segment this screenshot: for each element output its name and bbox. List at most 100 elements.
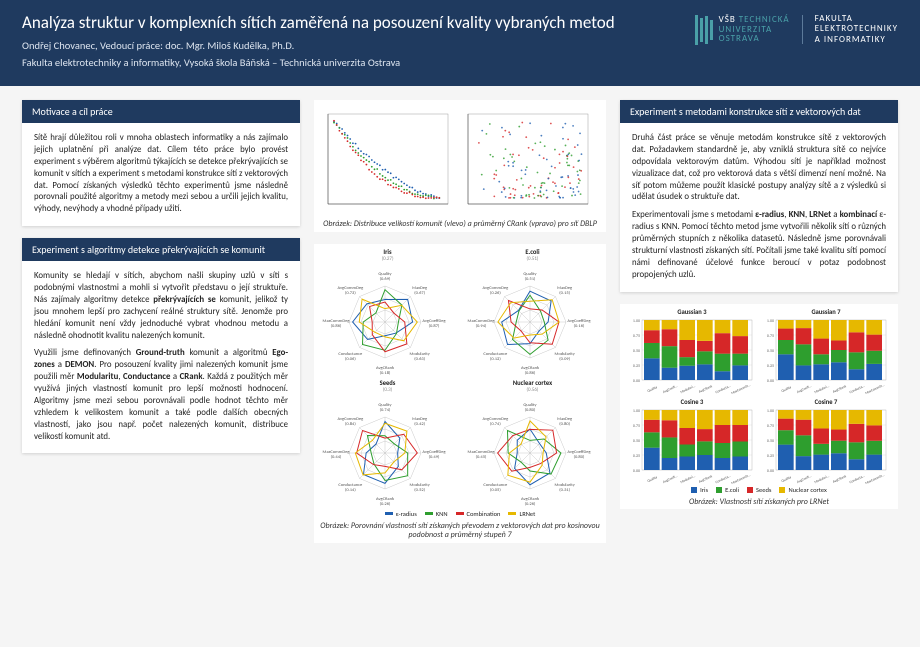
svg-text:(0.06): (0.06) xyxy=(345,356,356,362)
svg-text:0.25: 0.25 xyxy=(633,454,640,459)
logo-text-faculty: FAKULTA ELEKTROTECHNIKY A INFORMATIKY xyxy=(815,14,898,45)
svg-text:(0.74): (0.74) xyxy=(380,407,391,413)
university-logo: VŠB TECHNICKÁ UNIVERZITA OSTRAVA FAKULTA… xyxy=(695,14,898,45)
svg-text:0.75: 0.75 xyxy=(633,334,640,339)
svg-text:0.25: 0.25 xyxy=(767,454,774,459)
svg-text:(0.26): (0.26) xyxy=(490,289,501,295)
box-motivation: Motivace a cíl práce Sítě hrají důležito… xyxy=(22,100,300,226)
svg-text:Modulari…: Modulari… xyxy=(814,473,831,483)
box-exp1-title: Experiment s algoritmy detekce překrývaj… xyxy=(22,238,300,261)
svg-text:(0.80): (0.80) xyxy=(559,420,570,426)
box-exp2-title: Experiment s metodami konstrukce sítí z … xyxy=(620,100,898,123)
bar-panel: Cosine 31.000.750.500.250.00QualityAvgCo… xyxy=(628,398,756,484)
svg-text:AvgCRank: AvgCRank xyxy=(698,474,713,484)
svg-text:(0.80): (0.80) xyxy=(574,454,585,460)
scatter-svg xyxy=(318,106,598,216)
box-motivation-title: Motivace a cíl práce xyxy=(22,100,300,123)
svg-text:(0.09): (0.09) xyxy=(559,356,570,362)
svg-text:MaxCommD…: MaxCommD… xyxy=(865,382,886,393)
box-exp1-body: Komunity se hledají v sítích, abychom na… xyxy=(22,261,300,453)
svg-text:(0.42): (0.42) xyxy=(414,420,425,426)
svg-text:(0.94): (0.94) xyxy=(476,323,487,329)
svg-text:0.00: 0.00 xyxy=(633,469,640,474)
bar-panel: Cosine 71.000.750.500.250.00QualityAvgCo… xyxy=(762,398,890,484)
radar-panel: Nuclear cortex(0.56)Quality(0.80)MaxDeg(… xyxy=(463,379,602,508)
svg-text:1.00: 1.00 xyxy=(767,319,774,324)
right-column: Experiment s metodami konstrukce sítí z … xyxy=(620,100,898,543)
svg-text:0.50: 0.50 xyxy=(767,349,774,354)
radar-panel: E.coli(0.51)Quality(0.51)MaxDeg(0.15)Avg… xyxy=(463,248,602,377)
scatter-charts: Obrázek: Distribuce velikostí komunit (v… xyxy=(314,100,606,232)
svg-text:0.00: 0.00 xyxy=(767,469,774,474)
svg-text:0.00: 0.00 xyxy=(767,379,774,384)
box-exp1-p1: Komunity se hledají v sítích, abychom na… xyxy=(34,271,288,342)
radar-caption: Obrázek: Porovnání vlastností sítí získa… xyxy=(318,522,602,541)
bar-caption: Obrázek: Vlastnosti sítí získaných pro L… xyxy=(622,498,896,508)
svg-text:(0.80): (0.80) xyxy=(525,407,536,413)
svg-text:Modulari…: Modulari… xyxy=(680,383,697,393)
svg-text:(0.16): (0.16) xyxy=(574,323,585,329)
poster-content: Motivace a cíl práce Sítě hrají důležito… xyxy=(0,86,920,557)
svg-text:MaxCommD…: MaxCommD… xyxy=(731,382,752,393)
radar-charts: Iris(0.27)Quality(0.69)MaxDeg(0.67)AvgCo… xyxy=(314,244,606,543)
svg-text:0.50: 0.50 xyxy=(767,439,774,444)
svg-text:0.75: 0.75 xyxy=(767,424,774,429)
svg-text:AvgCRank: AvgCRank xyxy=(832,474,847,484)
svg-text:(0.15): (0.15) xyxy=(559,289,570,295)
svg-text:(0.18): (0.18) xyxy=(380,370,391,376)
svg-text:(0.12): (0.12) xyxy=(490,356,501,362)
svg-text:0.50: 0.50 xyxy=(633,439,640,444)
svg-text:0.25: 0.25 xyxy=(633,364,640,369)
vsb-bars-icon xyxy=(695,15,713,45)
bar-panel: Gaussian 31.000.750.500.250.00QualityAvg… xyxy=(628,308,756,394)
svg-text:(0.73): (0.73) xyxy=(345,289,356,295)
svg-text:(0.14): (0.14) xyxy=(345,487,356,493)
svg-text:Conducta…: Conducta… xyxy=(715,473,732,483)
bar-legend: IrisE.coliSeedsNuclear cortex xyxy=(622,486,896,494)
svg-text:1.00: 1.00 xyxy=(633,319,640,324)
bar-panel: Gaussian 71.000.750.500.250.00QualityAvg… xyxy=(762,308,890,394)
svg-text:1.00: 1.00 xyxy=(633,409,640,414)
svg-text:(0.86): (0.86) xyxy=(331,323,342,329)
box-exp2-body: Druhá část práce se věnuje metodám konst… xyxy=(620,123,898,292)
svg-text:(0.84): (0.84) xyxy=(345,420,356,426)
svg-text:(0.87): (0.87) xyxy=(429,323,440,329)
svg-text:AvgCRank: AvgCRank xyxy=(832,384,847,394)
svg-text:1.00: 1.00 xyxy=(767,409,774,414)
box-motivation-body: Sítě hrají důležitou roli v mnoha oblast… xyxy=(22,123,300,226)
svg-text:(0.31): (0.31) xyxy=(559,487,570,493)
logo-text-vsb: VŠB TECHNICKÁ UNIVERZITA OSTRAVA xyxy=(719,15,803,45)
box-exp1-p2: Využili jsme definovaných Ground-truth k… xyxy=(34,348,288,443)
svg-text:Quality: Quality xyxy=(647,474,659,482)
svg-text:MaxCommD…: MaxCommD… xyxy=(731,472,752,483)
svg-text:Quality: Quality xyxy=(781,384,793,392)
svg-text:Modulari…: Modulari… xyxy=(814,383,831,393)
svg-text:(0.51): (0.51) xyxy=(525,276,536,282)
svg-text:AvgCoeff…: AvgCoeff… xyxy=(662,383,678,393)
left-column: Motivace a cíl práce Sítě hrají důležito… xyxy=(22,100,300,543)
radar-legend: ε-radiusKNNCombinationLRNet xyxy=(318,510,602,518)
svg-text:(0.86): (0.86) xyxy=(525,370,536,376)
svg-text:Conducta…: Conducta… xyxy=(849,383,866,393)
svg-text:(0.49): (0.49) xyxy=(429,454,440,460)
svg-text:MaxCommD…: MaxCommD… xyxy=(865,472,886,483)
radar-panel: Iris(0.27)Quality(0.69)MaxDeg(0.67)AvgCo… xyxy=(318,248,457,377)
svg-text:Quality: Quality xyxy=(647,384,659,392)
svg-text:0.50: 0.50 xyxy=(633,349,640,354)
svg-text:(0.26): (0.26) xyxy=(525,501,536,507)
poster-faculty: Fakulta elektrotechniky a informatiky, V… xyxy=(22,56,898,69)
svg-text:AvgCoeff…: AvgCoeff… xyxy=(796,473,812,483)
box-experiment2: Experiment s metodami konstrukce sítí z … xyxy=(620,100,898,292)
svg-text:Quality: Quality xyxy=(781,474,793,482)
middle-column: Obrázek: Distribuce velikostí komunit (v… xyxy=(314,100,606,543)
svg-text:0.75: 0.75 xyxy=(767,334,774,339)
svg-text:(0.44): (0.44) xyxy=(331,454,342,460)
svg-text:(0.45): (0.45) xyxy=(476,454,487,460)
radar-panel: Seeds(0.3)Quality(0.74)MaxDeg(0.42)AvgCo… xyxy=(318,379,457,508)
svg-text:Conducta…: Conducta… xyxy=(715,383,732,393)
svg-text:(0.52): (0.52) xyxy=(414,487,425,493)
svg-text:AvgCoeff…: AvgCoeff… xyxy=(796,383,812,393)
svg-text:0.25: 0.25 xyxy=(767,364,774,369)
svg-text:(0.26): (0.26) xyxy=(380,501,391,507)
bar-charts: Gaussian 31.000.750.500.250.00QualityAvg… xyxy=(620,304,898,510)
